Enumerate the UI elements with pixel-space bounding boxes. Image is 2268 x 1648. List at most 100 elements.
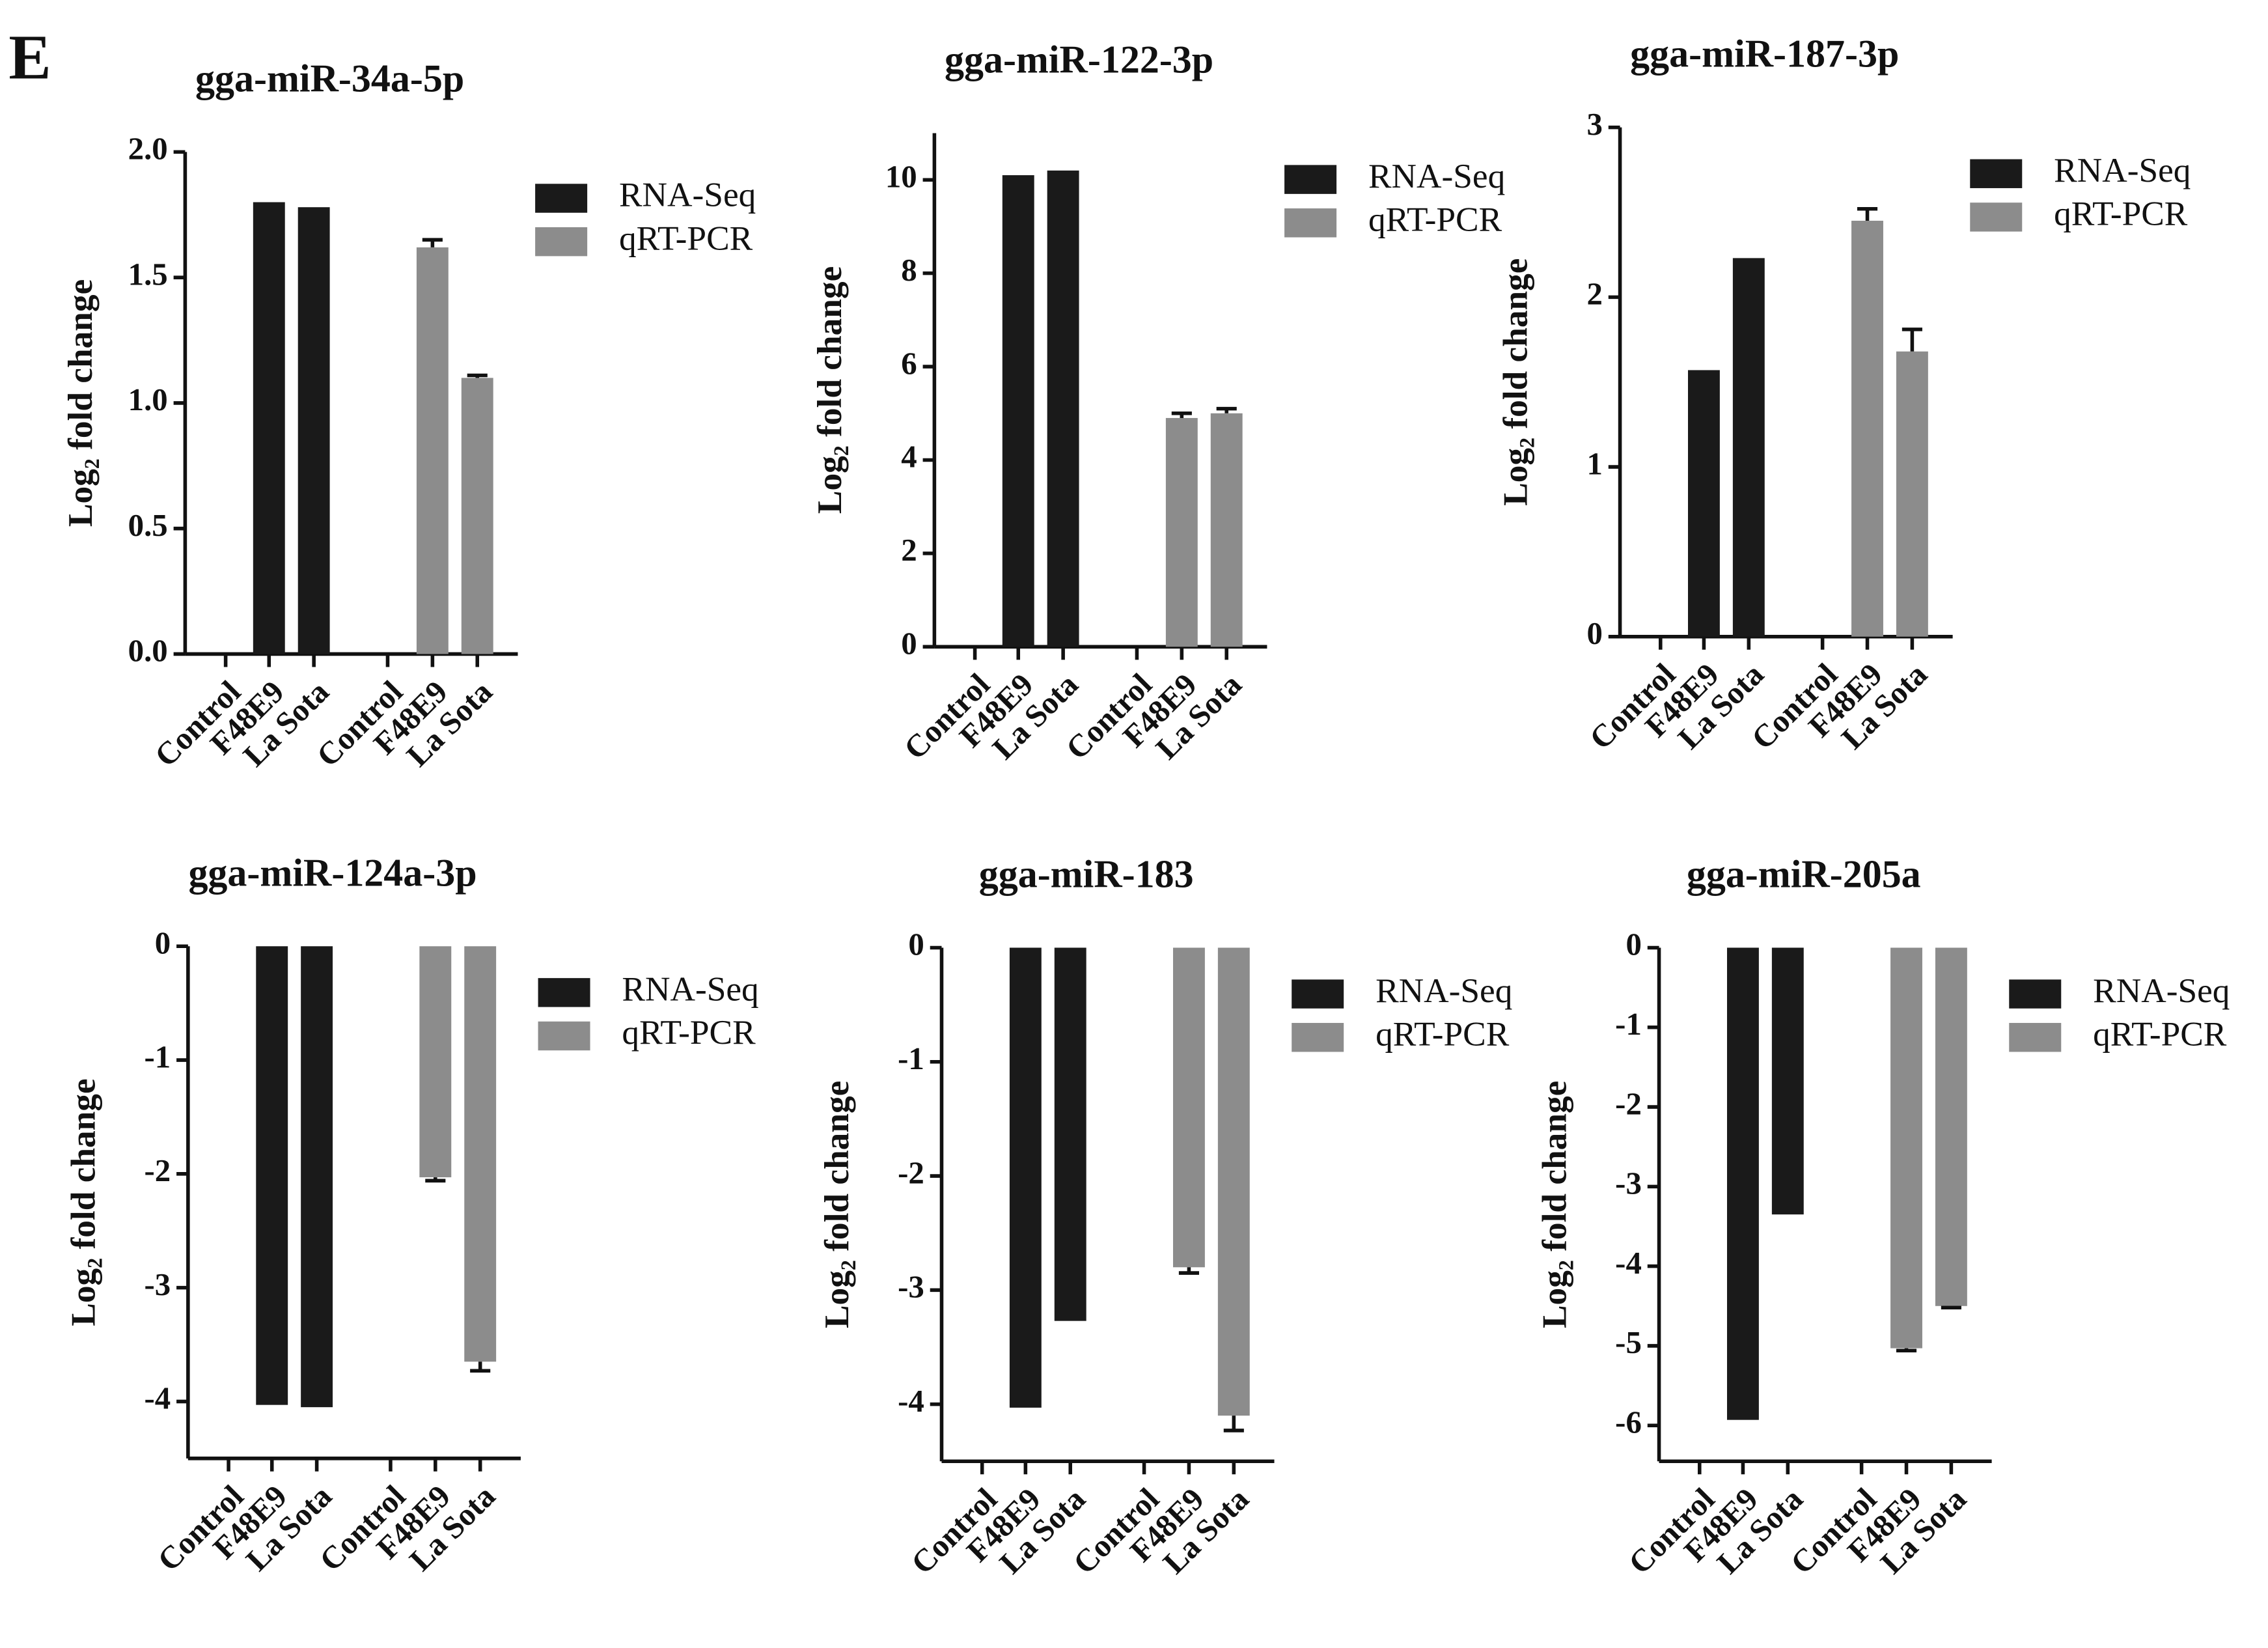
error-bar	[425, 1177, 446, 1183]
y-tick-label: -4	[144, 1380, 171, 1416]
bar	[416, 247, 449, 654]
error-bar	[1171, 411, 1192, 418]
bar	[256, 946, 288, 1405]
y-tick-label: 0.5	[128, 507, 168, 543]
y-axis-label: Log₂ fold change	[61, 279, 100, 527]
y-tick-label: 6	[901, 345, 917, 381]
bar	[1771, 947, 1804, 1215]
panel-label: E	[8, 22, 51, 92]
y-tick-label: 2	[1586, 276, 1602, 312]
bar	[297, 207, 330, 654]
chart-title: gga-miR-122-3p	[945, 38, 1213, 81]
error-bar	[470, 1362, 491, 1373]
y-tick-label: 0	[1586, 615, 1602, 651]
y-tick-label: 2.0	[128, 131, 168, 167]
legend-swatch	[535, 227, 588, 257]
y-tick-label: 3	[1586, 106, 1602, 142]
legend-swatch	[538, 1021, 590, 1051]
y-tick-label: 8	[901, 252, 917, 288]
bar	[301, 946, 333, 1408]
legend-swatch	[1970, 203, 2023, 232]
chart-title: gga-miR-34a-5p	[195, 57, 464, 100]
legend-swatch	[1284, 165, 1337, 194]
legend-label: qRT-PCR	[622, 1013, 756, 1052]
bar	[1172, 947, 1205, 1268]
y-tick-label: 1	[1586, 445, 1602, 481]
chart-title: gga-miR-187-3p	[1630, 33, 1899, 76]
bar	[419, 946, 452, 1178]
legend-label: qRT-PCR	[2054, 194, 2188, 233]
legend-label: RNA-Seq	[619, 175, 756, 214]
bar	[1165, 417, 1198, 647]
legend-label: qRT-PCR	[619, 218, 753, 257]
bar	[1009, 947, 1042, 1408]
legend-label: RNA-Seq	[622, 970, 758, 1009]
bar	[461, 378, 493, 654]
legend-swatch	[535, 184, 588, 213]
y-tick-label: 0	[155, 925, 171, 960]
y-tick-label: 0	[908, 927, 924, 962]
y-tick-label: 10	[885, 158, 917, 194]
y-tick-label: -1	[898, 1040, 924, 1076]
y-tick-label: 1.5	[128, 256, 168, 292]
y-tick-label: -3	[898, 1269, 924, 1305]
legend-swatch	[2009, 1023, 2062, 1052]
bar	[1851, 221, 1883, 637]
y-tick-label: -1	[1615, 1006, 1642, 1042]
chart-title: gga-miR-124a-3p	[188, 851, 477, 894]
y-tick-label: -4	[1615, 1245, 1642, 1281]
y-axis-label: Log₂ fold change	[1534, 1081, 1573, 1328]
error-bar	[422, 238, 443, 247]
y-tick-label: 4	[901, 439, 917, 475]
y-tick-label: 0	[901, 626, 917, 662]
bar	[1217, 947, 1250, 1416]
legend-swatch	[1970, 159, 2023, 188]
y-tick-label: -1	[144, 1039, 171, 1074]
legend-swatch	[1292, 979, 1344, 1009]
bar	[1002, 175, 1034, 647]
y-axis-label: Log₂ fold change	[810, 266, 849, 514]
subchart: gga-miR-34a-5p Log₂ fold change 0.0 0.5 1.0 1…	[61, 57, 756, 774]
bar	[1688, 370, 1720, 637]
chart-title: gga-miR-183	[979, 853, 1194, 896]
y-tick-label: -3	[144, 1266, 171, 1302]
error-bar	[1941, 1306, 1961, 1310]
bar	[1047, 170, 1079, 647]
error-bar	[467, 373, 488, 378]
bar	[1935, 947, 1967, 1306]
error-bar	[1857, 206, 1878, 221]
y-tick-label: 0	[1625, 927, 1641, 962]
legend-label: qRT-PCR	[2093, 1014, 2227, 1053]
y-tick-label: 1.0	[128, 382, 168, 417]
legend-swatch	[1292, 1023, 1344, 1052]
legend-swatch	[1284, 208, 1337, 238]
y-tick-label: -5	[1615, 1324, 1642, 1360]
legend-label: qRT-PCR	[1376, 1014, 1510, 1053]
bar	[1054, 947, 1086, 1321]
bar	[1732, 258, 1765, 637]
legend-label: RNA-Seq	[2093, 971, 2230, 1010]
legend-swatch	[2009, 979, 2062, 1009]
bar	[464, 946, 497, 1362]
y-axis-label: Log₂ fold change	[64, 1078, 103, 1326]
bar	[1896, 351, 1928, 637]
bar	[1726, 947, 1759, 1420]
subchart: gga-miR-205a Log₂ fold change 0 -1 -2 -3 -4 -5 -…	[1534, 853, 2230, 1581]
error-bar	[1178, 1267, 1199, 1275]
subchart: gga-miR-124a-3p Log₂ fold change 0 -1 -2 -3 -4…	[64, 851, 759, 1578]
y-tick-label: -2	[1615, 1085, 1642, 1121]
y-axis-label: Log₂ fold change	[1495, 258, 1534, 506]
bar	[1890, 947, 1922, 1348]
error-bar	[1216, 406, 1237, 413]
bar	[1210, 413, 1243, 647]
y-axis-label: Log₂ fold change	[817, 1081, 856, 1328]
legend-label: qRT-PCR	[1368, 200, 1502, 239]
y-tick-label: -2	[144, 1152, 171, 1188]
y-tick-label: -4	[898, 1383, 924, 1419]
error-bar	[1896, 1348, 1917, 1353]
y-tick-label: -2	[898, 1154, 924, 1190]
